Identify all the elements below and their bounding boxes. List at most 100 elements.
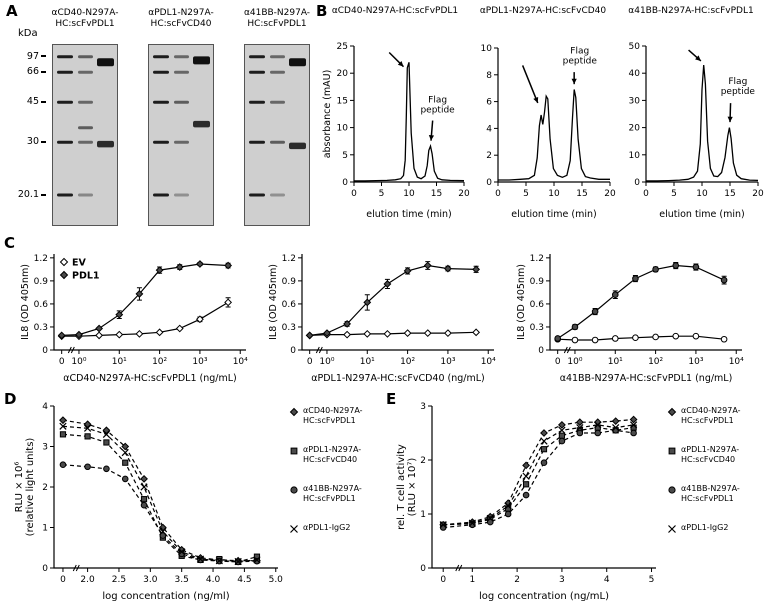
chart-b2-svg: 0 5 10 15 20 0 2 4 6 8 10 elution time (min) Flagpep… [481, 44, 616, 220]
legend-marker-circle-filled-icon [668, 486, 676, 494]
svg-text:Flag: Flag [428, 96, 447, 106]
svg-text:10¹: 10¹ [608, 357, 623, 367]
svg-text:10: 10 [696, 189, 708, 199]
svg-text:4.0: 4.0 [206, 575, 221, 585]
kda-marker-97: 97 [8, 51, 46, 62]
chromatogram-pdl1: 0 5 10 15 20 0 2 4 6 8 10 elution time (min) Flag pep… [468, 32, 618, 226]
svg-text:peptide: peptide [420, 106, 455, 116]
svg-text:15: 15 [337, 96, 348, 106]
kda-marker-20.1: 20.1 [8, 189, 46, 200]
chart-d-svg: 0 2.0 2.5 3.0 3.5 4.0 4.5 5.0 0 1 2 3 4 log concentra… [14, 402, 284, 602]
svg-text:10: 10 [403, 189, 415, 199]
legend-item: αPDL1-N297A-HC:scFvCD40 [288, 445, 382, 464]
svg-text:PDL1: PDL1 [72, 271, 100, 282]
legend-panel-d: αCD40-N297A-HC:scFvPDL1 αPDL1-N297A-HC:sc… [288, 406, 382, 535]
kda-axis-label: kDa [18, 28, 38, 39]
svg-text:2: 2 [42, 483, 48, 493]
svg-text:4.5: 4.5 [237, 575, 251, 585]
chart-c2-svg: 0 10⁰ 10¹ 10² 10³ 10⁴ 0 0.3 0.6 0.9 1.2 αPDL1-N297A… [268, 254, 496, 384]
gel-image-3 [244, 44, 310, 226]
chart-title-b2: αPDL1-N297A-HC:scFvCD40 [479, 6, 607, 16]
svg-text:0: 0 [351, 189, 357, 199]
chromatogram-cd40: 0 5 10 15 20 0 5 10 15 20 25 elution time (min) abso… [320, 32, 470, 226]
svg-text:0: 0 [486, 178, 492, 188]
svg-text:15: 15 [431, 189, 442, 199]
svg-text:IL8 (OD 405nm): IL8 (OD 405nm) [268, 264, 279, 340]
svg-text:10: 10 [337, 124, 349, 134]
svg-text:15: 15 [724, 189, 735, 199]
legend-label: αPDL1-IgG2 [681, 523, 729, 532]
tcell-chart: 0 1 2 3 4 5 0 1 2 3 log concentration (ng/mL) rel. … [394, 398, 666, 608]
svg-text:0: 0 [290, 346, 296, 356]
svg-text:0: 0 [440, 575, 446, 585]
svg-text:0.6: 0.6 [530, 300, 545, 310]
svg-text:0: 0 [59, 357, 65, 367]
panel-label-b: B [316, 2, 328, 20]
elisa-chart-41bb: 0 10⁰ 10¹ 10² 10³ 10⁴ 0 0.3 0.6 0.9 1.2 α41BB-N297A… [512, 246, 752, 390]
gel-title-3: α41BB-N297A-HC:scFvPDL1 [243, 8, 311, 29]
svg-text:20: 20 [604, 189, 616, 199]
svg-text:10³: 10³ [192, 357, 207, 367]
svg-text:5: 5 [649, 575, 655, 585]
svg-text:(RLU × 10⁷): (RLU × 10⁷) [407, 458, 418, 517]
svg-text:10: 10 [481, 44, 493, 54]
panel-label-a: A [6, 2, 18, 20]
svg-text:IL8 (OD 405nm): IL8 (OD 405nm) [20, 264, 31, 340]
legend-label: αPDL1-IgG2 [303, 523, 351, 532]
legend-label: αPDL1-N297A-HC:scFvCD40 [303, 445, 362, 464]
svg-text:10²: 10² [152, 357, 167, 367]
legend-label: α41BB-N297A-HC:scFvPDL1 [303, 484, 362, 503]
svg-text:α41BB-N297A-HC:scFvPDL1 (ng/mL: α41BB-N297A-HC:scFvPDL1 (ng/mL) [560, 373, 733, 384]
elisa-chart-pdl1: 0 10⁰ 10¹ 10² 10³ 10⁴ 0 0.3 0.6 0.9 1.2 αPDL1-N297A… [264, 246, 504, 390]
svg-text:0: 0 [643, 189, 649, 199]
svg-text:0.9: 0.9 [282, 277, 297, 287]
svg-text:αCD40-N297A-HC:scFvPDL1 (ng/mL: αCD40-N297A-HC:scFvPDL1 (ng/mL) [63, 373, 237, 384]
svg-text:0: 0 [42, 564, 48, 574]
svg-text:15: 15 [576, 189, 587, 199]
svg-text:0: 0 [60, 575, 66, 585]
gel-image-1 [52, 44, 118, 226]
svg-text:0.9: 0.9 [530, 277, 545, 287]
svg-text:30: 30 [629, 96, 641, 106]
svg-text:20: 20 [337, 69, 349, 79]
svg-text:5: 5 [671, 189, 677, 199]
svg-text:10¹: 10¹ [112, 357, 127, 367]
rlu-chart: 0 2.0 2.5 3.0 3.5 4.0 4.5 5.0 0 1 2 3 4 log concentra… [12, 398, 284, 608]
svg-text:0: 0 [307, 357, 313, 367]
svg-text:10⁰: 10⁰ [71, 357, 86, 367]
svg-text:50: 50 [629, 42, 641, 52]
svg-text:4: 4 [42, 402, 48, 412]
chart-title-b1: αCD40-N297A-HC:scFvPDL1 [331, 6, 459, 16]
svg-text:10⁰: 10⁰ [567, 357, 582, 367]
svg-text:20: 20 [752, 189, 764, 199]
svg-text:4: 4 [604, 575, 610, 585]
svg-text:log concentration (ng/ml): log concentration (ng/ml) [102, 591, 229, 602]
svg-text:0.3: 0.3 [282, 323, 296, 333]
svg-text:3.5: 3.5 [175, 575, 189, 585]
svg-text:5.0: 5.0 [269, 575, 284, 585]
svg-text:20: 20 [629, 124, 641, 134]
gel-lane-svg [148, 44, 214, 226]
gel-title-1: αCD40-N297A-HC:scFvPDL1 [51, 8, 119, 29]
svg-text:10²: 10² [400, 357, 415, 367]
svg-text:1.2: 1.2 [282, 254, 296, 264]
svg-text:5: 5 [379, 189, 385, 199]
svg-text:0: 0 [342, 178, 348, 188]
svg-text:Flag: Flag [728, 77, 747, 87]
svg-text:1: 1 [42, 524, 48, 534]
panel-label-c: C [4, 234, 16, 252]
chart-c1-svg: 0 10⁰ 10¹ 10² 10³ 10⁴ 0 0.3 0.6 0.9 1.2 αCD40-N297A… [20, 254, 248, 384]
svg-text:3.0: 3.0 [143, 575, 158, 585]
legend-marker-circle-filled-icon [290, 486, 298, 494]
svg-text:1: 1 [420, 510, 426, 520]
legend-marker-diamond-filled-icon [289, 407, 299, 417]
legend-item: α41BB-N297A-HC:scFvPDL1 [288, 484, 382, 503]
chart-b1-svg: 0 5 10 15 20 0 5 10 15 20 25 elution time (min) abso… [322, 42, 470, 220]
gel-image-2 [148, 44, 214, 226]
legend-item: αCD40-N297A-HC:scFvPDL1 [666, 406, 764, 425]
svg-text:(relative light units): (relative light units) [25, 438, 36, 537]
gel-lane-svg [244, 44, 310, 226]
svg-text:5: 5 [523, 189, 529, 199]
svg-text:log concentration (ng/mL): log concentration (ng/mL) [479, 591, 609, 602]
